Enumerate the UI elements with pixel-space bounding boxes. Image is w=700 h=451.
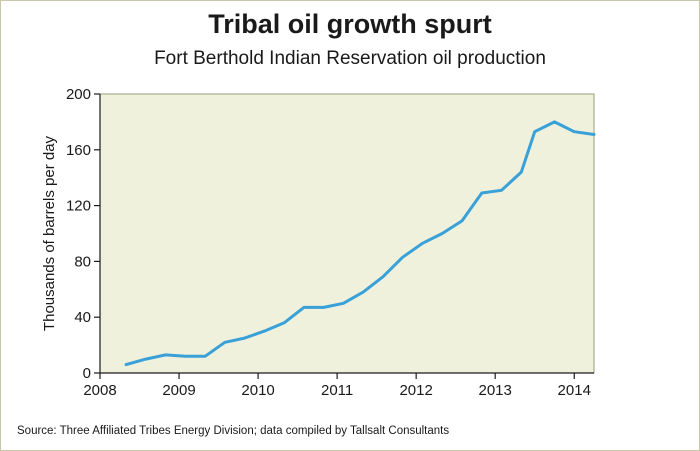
series-group (124, 120, 596, 367)
y-tick-label: 120 (66, 198, 91, 215)
series-line (124, 120, 596, 367)
y-axis: 0 40 80 120 160 200 (66, 86, 101, 382)
x-axis: 2008 2009 2010 2011 2012 2013 2014 (83, 372, 594, 399)
y-tick-label: 0 (83, 365, 91, 382)
x-tick-label: 2012 (399, 382, 432, 399)
plot-area (99, 93, 595, 374)
y-tick-label: 160 (66, 142, 91, 159)
x-tick-label: 2013 (479, 382, 512, 399)
x-tick-label: 2009 (162, 382, 195, 399)
x-tick-label: 2010 (241, 382, 274, 399)
y-tick-label: 200 (66, 86, 91, 103)
y-tick-label: 80 (74, 253, 91, 270)
source-note: Source: Three Affiliated Tribes Energy D… (17, 425, 450, 437)
x-tick-label: 2011 (321, 382, 353, 399)
chart-subtitle: Fort Berthold Indian Reservation oil pro… (154, 48, 546, 69)
y-axis-label: Thousands of barrels per day (41, 135, 58, 331)
x-tick-label: 2008 (83, 382, 116, 399)
x-tick-label: 2014 (558, 382, 591, 399)
chart-title: Tribal oil growth spurt (208, 9, 492, 39)
y-tick-label: 40 (74, 309, 91, 326)
